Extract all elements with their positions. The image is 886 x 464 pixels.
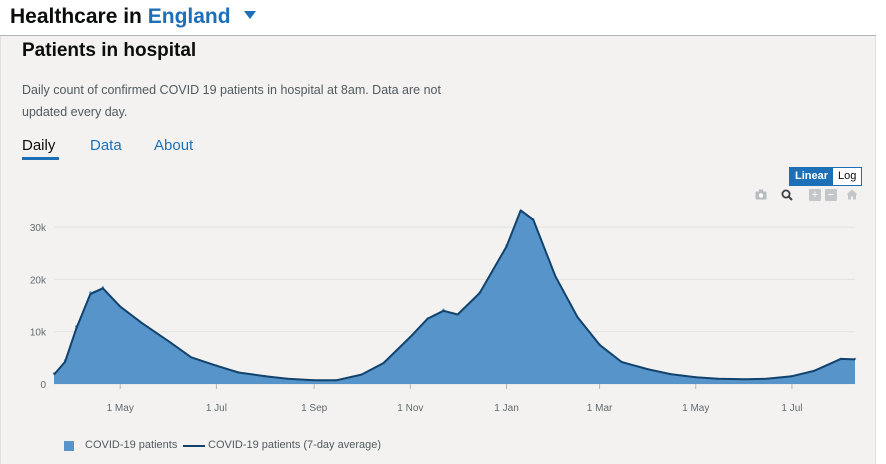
y-axis: 0 10k 20k 30k [30,223,47,391]
x-tick-label: 1 Jan [494,403,518,414]
chart-area-layer [52,210,857,385]
x-tick-label: 1 May [107,403,134,414]
legend-label-line[interactable]: COVID-19 patients (7-day average) [208,439,382,451]
tab-daily[interactable]: Daily [22,137,56,154]
y-tick-label: 30k [30,223,47,234]
scale-toggle: Linear Log [789,167,863,186]
log-scale-button[interactable]: Log [833,168,862,185]
area-selector[interactable]: Healthcare in England [10,5,257,29]
area-name[interactable]: England [147,5,231,28]
y-tick-label: 0 [40,380,46,391]
series-bars-area[interactable] [54,211,855,385]
card-description: Daily count of confirmed COVID 19 patien… [22,83,441,119]
legend-swatch-bars[interactable] [64,441,74,451]
tab-data[interactable]: Data [90,137,122,154]
y-tick-label: 20k [30,275,47,286]
zoom-in-icon[interactable]: + [809,189,821,201]
x-tick-label: 1 Jul [781,403,802,414]
tab-about[interactable]: About [154,137,194,154]
header-prefix: Healthcare in [10,5,142,28]
chart-legend: COVID-19 patients COVID-19 patients (7-d… [0,436,500,454]
x-axis: 1 May 1 Jul 1 Sep 1 Nov 1 Jan 1 Mar 1 May 1 Jul [107,384,802,414]
header-divider [0,35,876,36]
camera-icon[interactable] [755,189,767,201]
page-header: Healthcare in England [0,0,886,36]
legend-swatch-line[interactable] [183,445,205,447]
x-tick-label: 1 Sep [301,403,328,414]
x-tick-label: 1 May [682,403,709,414]
y-tick-label: 10k [30,328,47,339]
patients-in-hospital-card: Patients in hospital Daily count of conf… [0,36,876,464]
legend-label-bars[interactable]: COVID-19 patients [85,439,178,451]
x-tick-label: 1 Nov [397,403,423,414]
series-average-line[interactable] [53,209,856,382]
chevron-down-icon[interactable] [244,11,257,20]
card-title: Patients in hospital [22,40,197,61]
active-tab-indicator [22,157,59,160]
x-tick-label: 1 Mar [587,403,613,414]
zoom-icon[interactable] [781,189,793,201]
linear-scale-button[interactable]: Linear [790,168,834,185]
reset-axes-icon[interactable] [846,189,858,201]
chart-line-layer [53,209,856,382]
x-tick-label: 1 Jul [206,403,227,414]
zoom-out-icon[interactable]: − [825,189,837,201]
